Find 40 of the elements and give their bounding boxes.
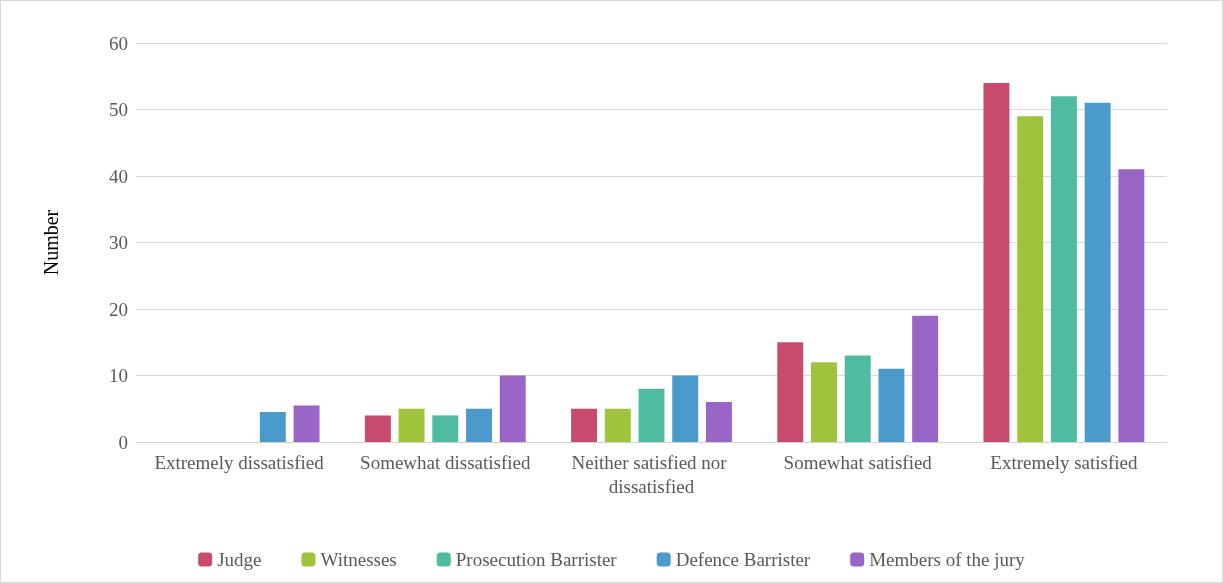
bar bbox=[1050, 96, 1077, 442]
bar bbox=[1084, 102, 1111, 442]
legend-label: Judge bbox=[217, 549, 262, 570]
bar bbox=[499, 375, 526, 442]
y-tick-label: 20 bbox=[109, 298, 128, 320]
bar bbox=[777, 342, 804, 442]
x-tick-label: Somewhat satisfied bbox=[783, 451, 933, 473]
y-axis-title: Number bbox=[40, 209, 62, 276]
x-tick-label: Extremely satisfied bbox=[990, 451, 1138, 473]
y-tick-label: 30 bbox=[109, 232, 128, 253]
bar bbox=[398, 408, 425, 442]
bar bbox=[705, 402, 732, 442]
bar bbox=[364, 415, 391, 442]
x-tick-label: Somewhat dissatisfied bbox=[360, 451, 532, 473]
bar bbox=[466, 408, 492, 442]
bar bbox=[604, 408, 631, 442]
legend-label: Defence Barrister bbox=[675, 549, 811, 570]
bar bbox=[912, 315, 939, 442]
y-tick-label: 60 bbox=[109, 32, 128, 54]
legend-label: Members of the jury bbox=[869, 549, 1026, 570]
y-tick-label: 40 bbox=[109, 165, 128, 187]
bar bbox=[1118, 169, 1145, 442]
y-tick-label: 50 bbox=[109, 99, 128, 120]
bar bbox=[878, 368, 905, 442]
y-tick-label: 10 bbox=[109, 365, 128, 386]
bar bbox=[1017, 116, 1044, 442]
x-tick-label: Neither satisfied nor dissatisfied bbox=[571, 451, 732, 497]
bar bbox=[983, 82, 1010, 442]
bar bbox=[432, 415, 459, 442]
bar bbox=[293, 405, 320, 442]
bar bbox=[259, 412, 286, 442]
x-tick-label: Extremely dissatisfied bbox=[154, 451, 325, 473]
y-tick-label: 0 bbox=[118, 431, 128, 453]
legend-label: Witnesses bbox=[320, 549, 397, 570]
bar bbox=[811, 362, 837, 442]
bar bbox=[571, 408, 598, 442]
bar bbox=[672, 375, 699, 442]
bar bbox=[844, 355, 871, 442]
legend-label: Prosecution Barrister bbox=[455, 549, 618, 570]
bar bbox=[638, 388, 665, 442]
